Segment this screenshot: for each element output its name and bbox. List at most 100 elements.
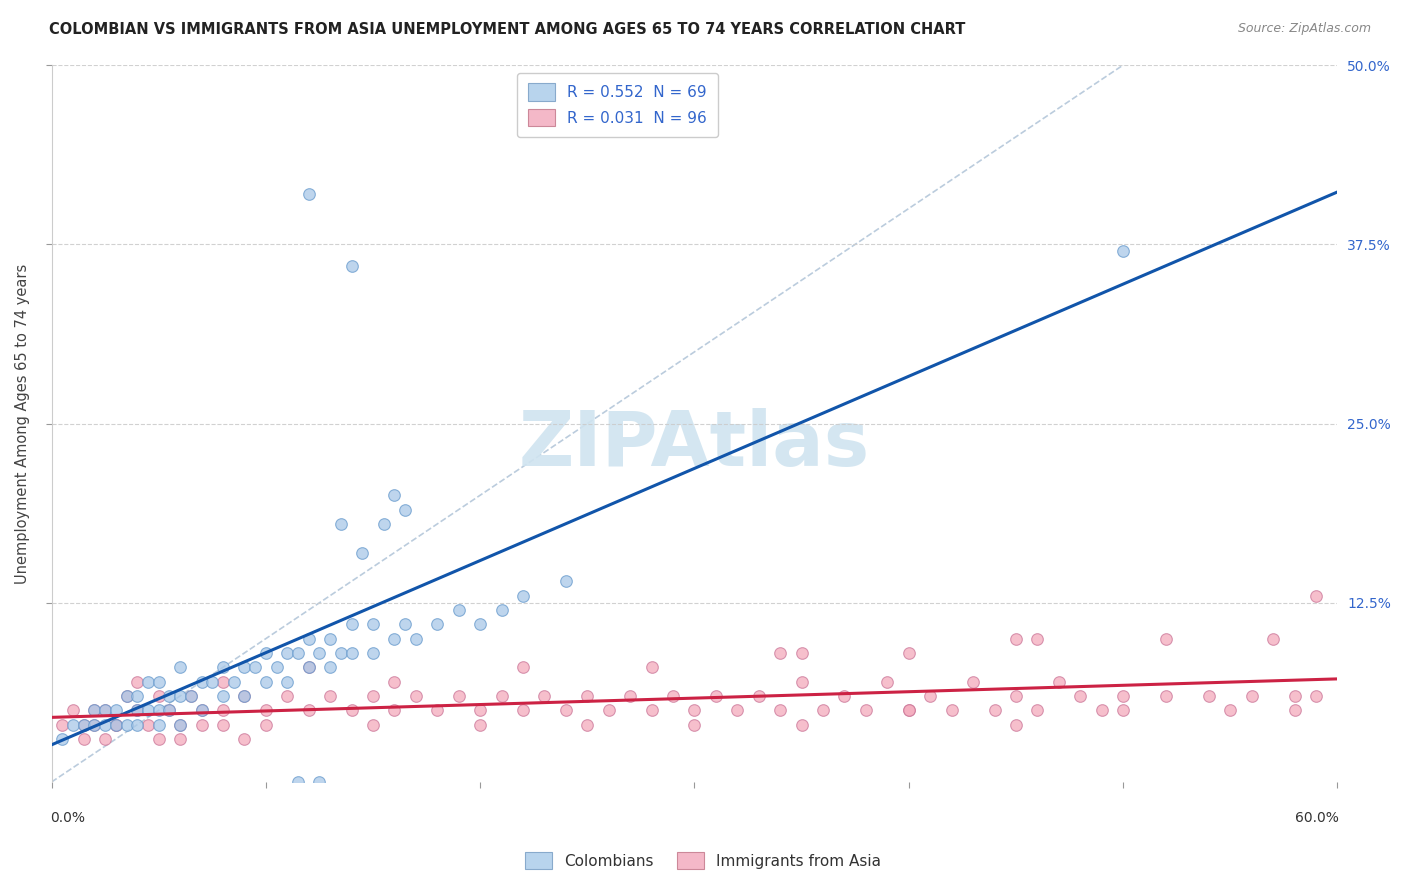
Point: [136, 717, 159, 731]
Point: [201, 674, 224, 689]
Point: [287, 775, 309, 789]
Point: [254, 646, 277, 660]
Point: [83, 717, 105, 731]
Point: [426, 617, 449, 632]
Point: [491, 603, 513, 617]
Point: [169, 689, 191, 703]
Point: [276, 689, 298, 703]
Point: [1005, 632, 1028, 646]
Point: [127, 689, 149, 703]
Point: [51, 717, 73, 731]
Point: [73, 717, 96, 731]
Point: [340, 646, 363, 660]
Point: [287, 646, 309, 660]
Point: [233, 731, 256, 746]
Point: [576, 689, 599, 703]
Point: [1047, 674, 1070, 689]
Point: [169, 717, 191, 731]
Point: [384, 674, 406, 689]
Point: [941, 703, 963, 717]
Point: [1005, 717, 1028, 731]
Point: [51, 731, 73, 746]
Point: [1069, 689, 1091, 703]
Point: [1112, 689, 1135, 703]
Point: [169, 731, 191, 746]
Point: [897, 646, 920, 660]
Point: [136, 674, 159, 689]
Point: [619, 689, 641, 703]
Point: [554, 703, 576, 717]
Point: [83, 703, 105, 717]
Point: [855, 703, 877, 717]
Point: [897, 703, 920, 717]
Point: [373, 516, 395, 531]
Point: [308, 646, 330, 660]
Point: [811, 703, 834, 717]
Point: [233, 689, 256, 703]
Point: [384, 703, 406, 717]
Point: [94, 731, 117, 746]
Point: [115, 689, 138, 703]
Point: [405, 689, 427, 703]
Point: [148, 703, 170, 717]
Point: [222, 674, 245, 689]
Point: [276, 674, 298, 689]
Y-axis label: Unemployment Among Ages 65 to 74 years: Unemployment Among Ages 65 to 74 years: [15, 263, 30, 583]
Point: [394, 617, 416, 632]
Point: [148, 731, 170, 746]
Point: [1261, 632, 1284, 646]
Point: [190, 674, 212, 689]
Point: [748, 689, 770, 703]
Point: [212, 703, 235, 717]
Point: [1091, 703, 1114, 717]
Point: [1219, 703, 1241, 717]
Point: [157, 689, 180, 703]
Point: [1112, 244, 1135, 259]
Point: [598, 703, 620, 717]
Point: [361, 689, 384, 703]
Point: [725, 703, 748, 717]
Point: [352, 546, 374, 560]
Point: [298, 703, 321, 717]
Point: [329, 516, 352, 531]
Point: [394, 502, 416, 516]
Point: [470, 703, 492, 717]
Point: [361, 617, 384, 632]
Point: [148, 717, 170, 731]
Point: [233, 689, 256, 703]
Point: [920, 689, 942, 703]
Text: ZIPAtlas: ZIPAtlas: [519, 408, 870, 482]
Point: [876, 674, 898, 689]
Point: [640, 703, 662, 717]
Point: [104, 717, 127, 731]
Point: [115, 689, 138, 703]
Point: [554, 574, 576, 589]
Point: [94, 703, 117, 717]
Point: [298, 660, 321, 674]
Point: [298, 660, 321, 674]
Point: [180, 689, 202, 703]
Point: [405, 632, 427, 646]
Point: [361, 717, 384, 731]
Point: [73, 717, 96, 731]
Point: [254, 703, 277, 717]
Point: [190, 717, 212, 731]
Point: [790, 646, 813, 660]
Point: [704, 689, 727, 703]
Point: [340, 703, 363, 717]
Point: [212, 717, 235, 731]
Point: [298, 187, 321, 202]
Text: 60.0%: 60.0%: [1295, 811, 1339, 825]
Point: [962, 674, 984, 689]
Point: [384, 632, 406, 646]
Point: [447, 603, 470, 617]
Point: [243, 660, 266, 674]
Point: [683, 717, 706, 731]
Point: [1112, 703, 1135, 717]
Point: [212, 674, 235, 689]
Point: [127, 674, 149, 689]
Point: [127, 717, 149, 731]
Text: COLOMBIAN VS IMMIGRANTS FROM ASIA UNEMPLOYMENT AMONG AGES 65 TO 74 YEARS CORRELA: COLOMBIAN VS IMMIGRANTS FROM ASIA UNEMPL…: [49, 22, 966, 37]
Point: [470, 617, 492, 632]
Point: [1305, 689, 1327, 703]
